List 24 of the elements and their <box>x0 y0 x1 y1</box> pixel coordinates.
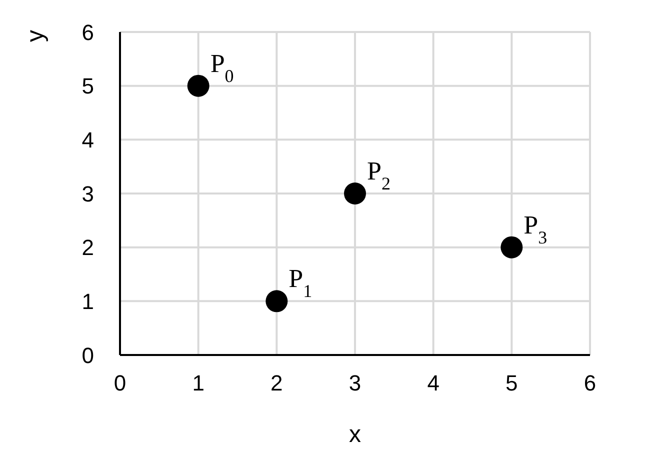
y-tick-label: 5 <box>82 74 94 99</box>
point <box>500 236 523 258</box>
x-tick-label: 3 <box>348 370 362 396</box>
x-tick-label: 2 <box>270 370 283 396</box>
y-tick-label: 0 <box>82 342 94 368</box>
y-tick-label: 2 <box>82 235 94 260</box>
x-tick-label: 4 <box>427 370 440 396</box>
x-tick-label: 0 <box>114 370 126 396</box>
y-axis-title: y <box>22 30 50 42</box>
point <box>266 290 288 312</box>
annotation: P$_{2}$ <box>367 156 390 194</box>
annotation: P$_{3}$ <box>524 210 548 248</box>
x-axis-title: x <box>349 421 361 448</box>
y-tick-label: 4 <box>82 127 94 152</box>
x-tick-label: 6 <box>584 370 596 396</box>
x-tick-label: 1 <box>192 370 204 396</box>
point <box>187 74 210 97</box>
y-tick-label: 3 <box>82 181 94 206</box>
point <box>344 182 366 204</box>
annotation: P$_{0}$ <box>210 48 234 86</box>
x-tick-label: 5 <box>506 370 518 396</box>
annotation: P$_{1}$ <box>288 264 312 302</box>
y-tick-label: 1 <box>82 288 94 314</box>
y-tick-label: 6 <box>82 20 94 45</box>
